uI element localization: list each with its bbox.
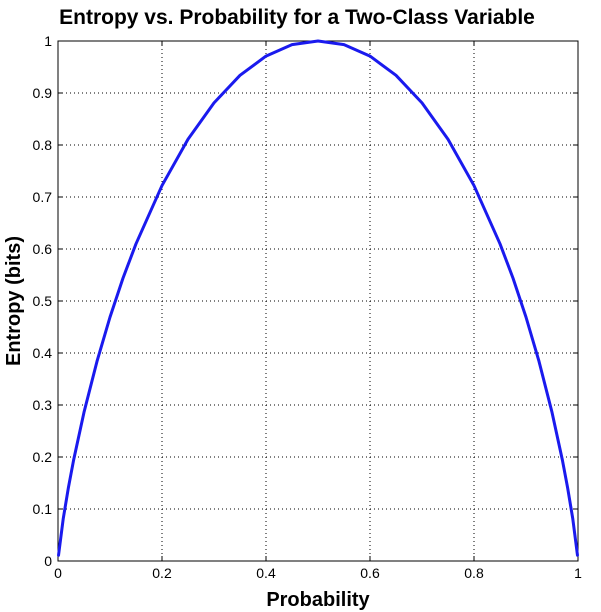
chart-title: Entropy vs. Probability for a Two-Class … [59, 6, 535, 29]
x-tick-label: 0.8 [464, 565, 484, 581]
x-axis-label: Probability [266, 589, 370, 611]
grid [58, 41, 578, 561]
y-tick-label: 0.6 [33, 241, 53, 257]
y-tick-label: 0.5 [33, 293, 53, 309]
y-tick-label: 0.2 [33, 449, 53, 465]
x-tick-label: 1 [574, 565, 582, 581]
y-tick-label: 0.3 [33, 397, 53, 413]
x-tick-label: 0.4 [256, 565, 276, 581]
y-tick-label: 1 [44, 33, 52, 49]
y-tick-labels: 0 0.1 0.2 0.3 0.4 0.5 0.6 0.7 0.8 0.9 1 [33, 33, 53, 569]
x-tick-labels: 0 0.2 0.4 0.6 0.8 1 [54, 565, 582, 581]
axis-ticks [57, 40, 579, 562]
y-tick-label: 0.8 [33, 137, 53, 153]
y-tick-label: 0.9 [33, 85, 53, 101]
y-tick-label: 0.7 [33, 189, 53, 205]
x-tick-label: 0 [54, 565, 62, 581]
entropy-curve [57, 39, 579, 557]
series [57, 39, 579, 557]
x-tick-label: 0.6 [360, 565, 380, 581]
y-tick-label: 0 [44, 553, 52, 569]
y-tick-label: 0.1 [33, 501, 53, 517]
y-axis-label: Entropy (bits) [3, 236, 25, 366]
x-tick-label: 0.2 [152, 565, 172, 581]
y-tick-label: 0.4 [33, 345, 53, 361]
